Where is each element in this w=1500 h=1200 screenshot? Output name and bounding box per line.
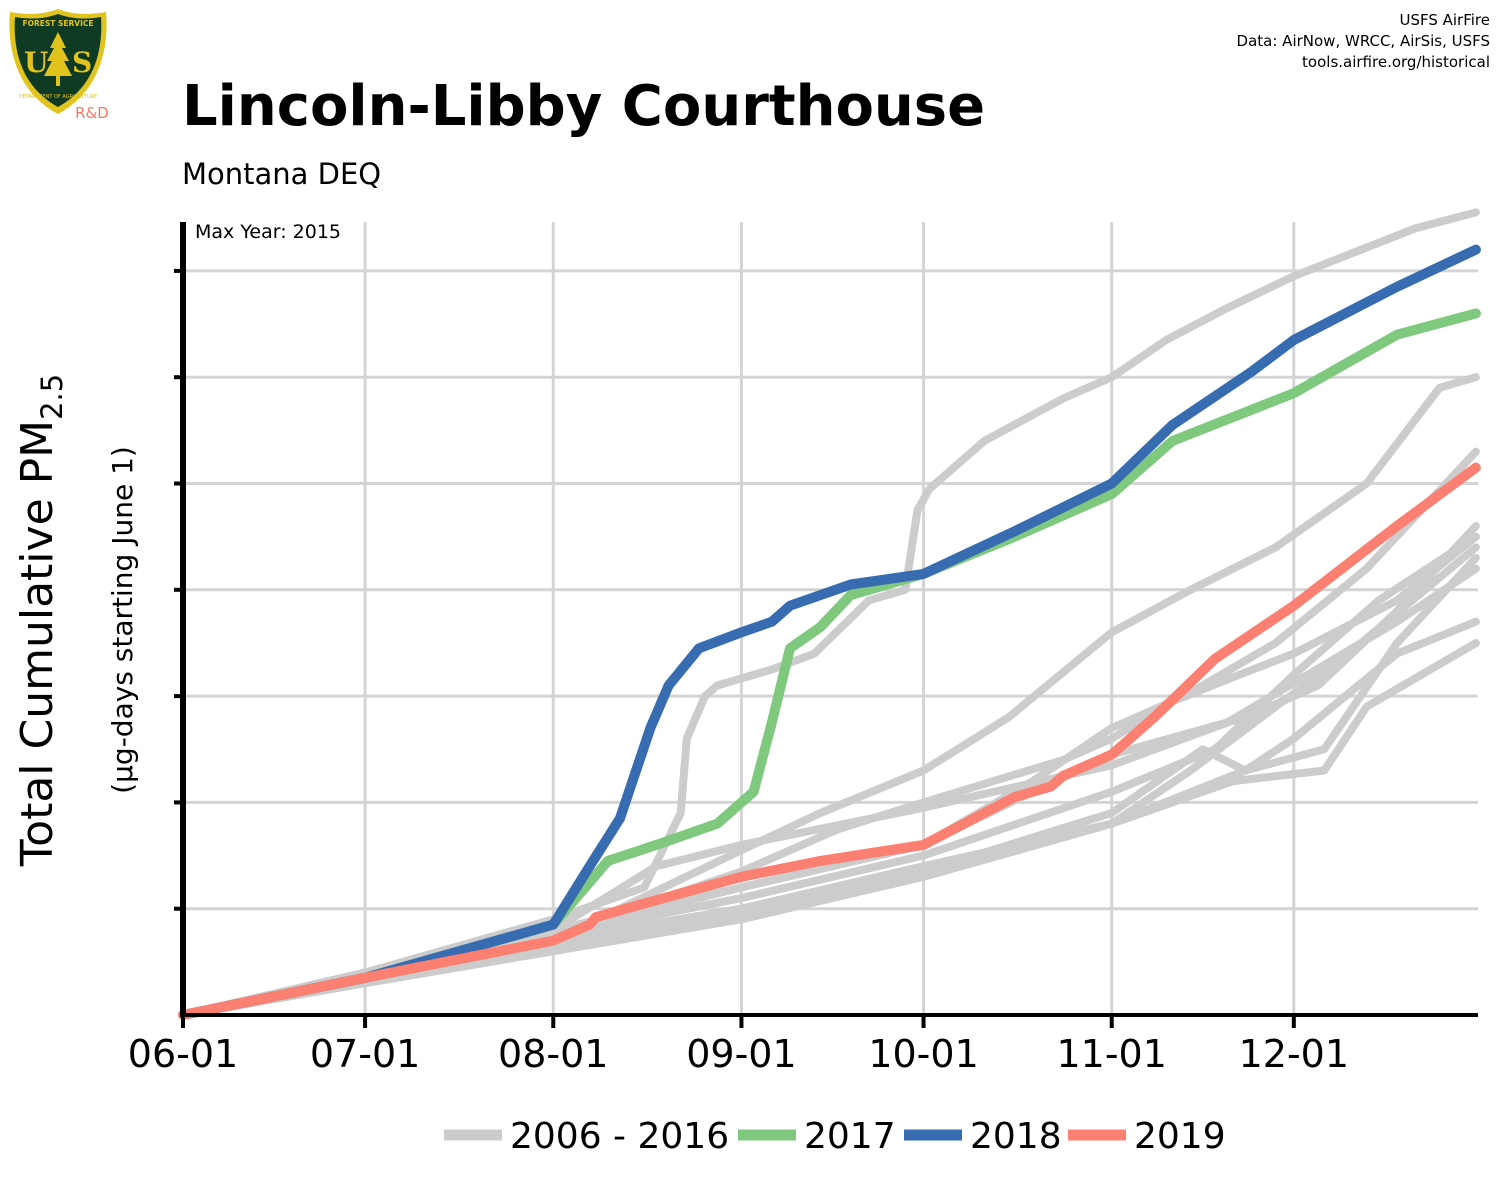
series-line-historical: [179, 447, 1480, 1019]
logo-department-text: DEPARTMENT OF AGRICULTURE: [19, 94, 97, 100]
x-tick-label: 07-01: [310, 1032, 420, 1076]
series-line-2019: [178, 462, 1481, 1020]
legend-label: 2019: [1134, 1116, 1226, 1157]
series-line-historical: [179, 553, 1480, 1019]
x-tick-label: 11-01: [1056, 1032, 1166, 1076]
credit-line-2: Data: AirNow, WRCC, AirSis, USFS: [1236, 32, 1490, 50]
x-tick-label: 06-01: [128, 1032, 238, 1076]
page-title: Lincoln-Libby Courthouse: [182, 74, 986, 139]
y-axis-label-main: Total Cumulative PM: [12, 420, 63, 867]
legend-label: 2006 - 2016: [510, 1116, 729, 1157]
y-axis-label-subscript: 2.5: [35, 374, 69, 420]
y-axis-label: Total Cumulative PM2.5: [12, 374, 69, 867]
legend-label: 2017: [804, 1116, 896, 1157]
series-line-historical: [179, 208, 1480, 1019]
legend-label: 2018: [970, 1116, 1062, 1157]
series-line-historical: [179, 639, 1480, 1019]
max-year-annotation: Max Year: 2015: [195, 221, 341, 243]
credits: USFS AirFire Data: AirNow, WRCC, AirSis,…: [1237, 10, 1490, 73]
legend: 2006 - 2016 2017 2018 2019: [444, 1116, 1226, 1157]
x-ticks: 06-01 07-01 08-01 09-01 10-01 11-01 12-01: [128, 1013, 1349, 1076]
y-axis-secondary-label: (µg-days starting June 1): [106, 446, 139, 794]
tree-icon: [44, 32, 72, 86]
series-line-2017: [178, 308, 1481, 1020]
credit-line-1: USFS AirFire: [1399, 11, 1490, 29]
shield-letter-u: U: [24, 46, 48, 79]
x-tick-label: 09-01: [686, 1032, 796, 1076]
x-tick-label: 10-01: [868, 1032, 978, 1076]
credit-line-3: tools.airfire.org/historical: [1302, 53, 1490, 71]
series-line-historical: [179, 522, 1480, 1019]
series-lines: [178, 208, 1481, 1020]
page-subtitle: Montana DEQ: [182, 157, 382, 191]
series-line-2018: [178, 244, 1481, 1020]
logo-agency-text: FOREST SERVICE: [22, 19, 93, 28]
x-tick-label: 08-01: [498, 1032, 608, 1076]
shield-letter-s: S: [72, 46, 92, 79]
logo-division-text: R&D: [75, 104, 109, 122]
forest-service-logo: U S FOREST SERVICE DEPARTMENT OF AGRICULT…: [9, 9, 109, 122]
x-tick-label: 12-01: [1239, 1032, 1349, 1076]
